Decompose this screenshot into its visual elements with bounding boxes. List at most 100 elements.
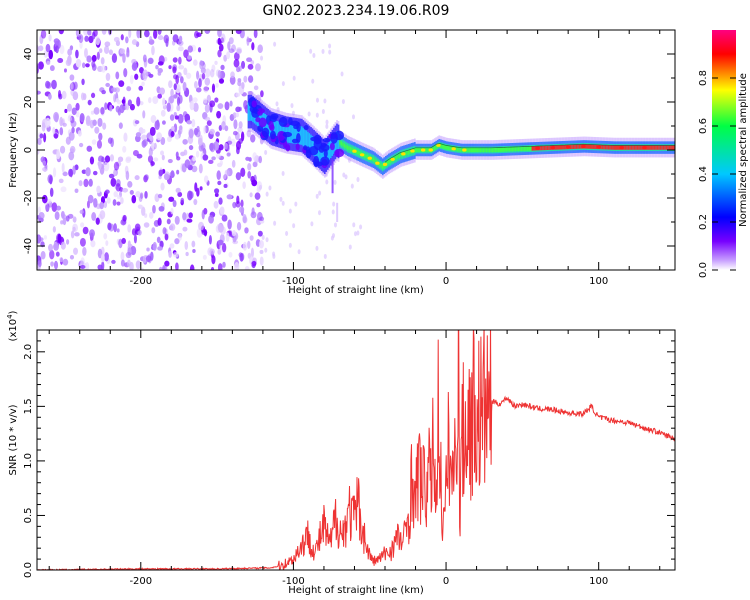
noise-blob (96, 140, 103, 149)
noise-blob (113, 93, 117, 103)
noise-blob (224, 169, 230, 177)
ridge-peak (600, 144, 602, 150)
noise-blob (52, 126, 56, 134)
spectrogram-x-tick-label: 0 (443, 276, 449, 287)
ridge-peak (646, 145, 648, 150)
noise-blob (182, 226, 188, 232)
noise-blob (147, 57, 154, 65)
ridge-dot (428, 148, 433, 152)
colorbar-tick-label: 0.2 (698, 214, 709, 230)
noise-blob (89, 156, 95, 165)
noise-blob (162, 97, 166, 107)
noise-blob (175, 151, 179, 159)
noise-blob (42, 160, 47, 166)
noise-blob (240, 199, 244, 208)
noise-blob (227, 219, 232, 230)
noise-blob (40, 251, 46, 260)
noise-blob (247, 240, 251, 249)
noise-blob (170, 130, 175, 138)
noise-blob (187, 45, 194, 53)
noise-blob (82, 226, 89, 235)
noise-blob (136, 96, 141, 107)
noise-blob (131, 62, 138, 71)
ridge-peak (606, 145, 609, 150)
noise-blob (200, 67, 207, 74)
noise-blob (315, 97, 319, 103)
noise-blob (208, 234, 212, 245)
noise-blob (236, 221, 242, 231)
noise-blob (261, 234, 265, 240)
noise-blob (204, 30, 211, 35)
figure-title: GN02.2023.234.19.06.R09 (263, 3, 450, 19)
ridge-peak (365, 154, 367, 159)
noise-blob (54, 211, 60, 221)
ridge-peak (450, 146, 453, 151)
noise-blob (48, 34, 52, 42)
noise-blob (58, 89, 62, 98)
noise-blob (49, 175, 53, 185)
colorbar-tick-label: 0.4 (698, 166, 709, 182)
noise-blob (135, 191, 141, 198)
noise-blob (199, 60, 204, 70)
noise-blob (251, 42, 255, 51)
noise-blob (238, 121, 243, 129)
noise-blob (72, 91, 79, 101)
ridge-peak (497, 147, 500, 152)
noise-blob (244, 266, 250, 270)
ridge-peak (578, 144, 581, 149)
noise-blob (108, 49, 114, 55)
ridge-peak (560, 145, 563, 150)
noise-blob (253, 85, 259, 91)
noise-blob (186, 218, 193, 223)
noise-blob (330, 235, 334, 241)
noise-blob (247, 63, 254, 70)
ridge-core (302, 127, 305, 147)
noise-blob (37, 234, 42, 244)
noise-blob (134, 73, 139, 80)
ridge-dot (367, 156, 372, 160)
snr-y-axis-label: SNR (10 * v/v) (8, 404, 19, 475)
ridge-core (328, 141, 331, 161)
ridge-clump (268, 120, 274, 130)
noise-blob (164, 233, 169, 241)
ridge-peak (380, 163, 383, 168)
noise-blob (125, 170, 130, 181)
ridge-peak (659, 145, 662, 150)
ridge-peak (349, 146, 352, 152)
noise-blob (113, 191, 118, 198)
noise-blob (238, 106, 242, 112)
noise-blob (61, 90, 67, 100)
colorbar-tick-label: 0.6 (698, 118, 709, 134)
ridge-clump (251, 108, 261, 118)
ridge-peak (591, 144, 593, 149)
noise-blob (93, 197, 98, 208)
ridge-peak (475, 147, 477, 153)
ridge-peak (426, 147, 428, 153)
noise-blob (73, 81, 78, 90)
noise-blob (217, 249, 222, 255)
noise-blob (179, 125, 183, 135)
ridge-peak (613, 145, 616, 150)
noise-blob (250, 211, 257, 219)
ridge-dot (359, 153, 365, 157)
noise-blob (294, 201, 298, 207)
noise-blob (156, 236, 161, 243)
noise-blob (204, 116, 211, 122)
noise-blob (243, 75, 248, 83)
noise-blob (61, 162, 65, 173)
noise-blob (281, 81, 285, 87)
ridge-peak (395, 155, 398, 160)
ridge-clump (320, 156, 330, 166)
noise-blob (120, 259, 125, 267)
ridge-peak (356, 149, 358, 155)
ridge-peak (488, 147, 491, 153)
noise-blob (318, 190, 322, 196)
noise-blob (201, 73, 206, 80)
noise-blob (211, 83, 216, 93)
noise-blob (218, 144, 224, 151)
noise-blob (182, 138, 188, 145)
noise-blob (44, 117, 51, 128)
noise-blob (356, 230, 360, 236)
noise-blob (122, 53, 126, 64)
